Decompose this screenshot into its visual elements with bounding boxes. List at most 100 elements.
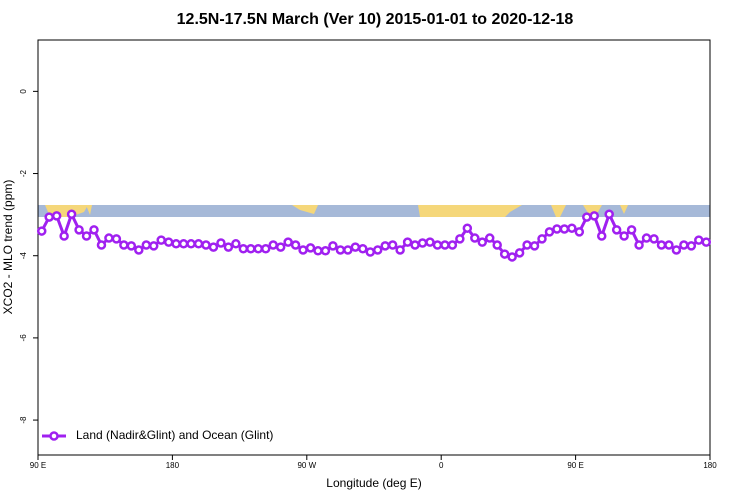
data-point [305, 243, 316, 253]
data-point [358, 243, 368, 254]
y-tick-label: -8 [19, 416, 28, 424]
x-axis-label: Longitude (deg E) [326, 476, 421, 490]
x-tick-label: 180 [166, 461, 180, 470]
data-point [268, 240, 278, 250]
data-point [417, 238, 428, 248]
data-point [477, 237, 488, 247]
data-point [201, 240, 211, 250]
data-point [484, 233, 495, 243]
legend-label: Land (Nadir&Glint) and Ocean (Glint) [76, 428, 273, 442]
data-point [462, 223, 473, 233]
data-point [44, 212, 54, 222]
data-point [223, 242, 234, 252]
data-point [163, 237, 174, 247]
data-point [686, 241, 697, 251]
data-point [701, 237, 712, 247]
data-point [148, 241, 159, 251]
data-point [537, 234, 547, 244]
data-point [119, 240, 129, 250]
data-point [51, 211, 62, 221]
y-tick-label: 0 [19, 89, 28, 94]
legend-marker [49, 431, 59, 441]
data-point [626, 225, 637, 235]
data-point [350, 242, 361, 252]
data-point [253, 243, 264, 254]
data-point [193, 239, 204, 249]
data-point [589, 211, 600, 221]
data-point [649, 234, 659, 244]
data-point [425, 237, 435, 247]
data-point [275, 242, 286, 252]
data-point [410, 240, 420, 250]
data-point [529, 241, 540, 251]
data-point [552, 224, 562, 234]
data-point [522, 240, 532, 250]
data-point [238, 243, 249, 254]
data-point [59, 231, 69, 241]
x-tick-label: 180 [703, 461, 717, 470]
data-point [111, 234, 122, 244]
data-point [470, 233, 480, 243]
data-point [574, 227, 585, 237]
data-point [260, 243, 271, 254]
data-point [671, 245, 682, 255]
data-point [36, 226, 47, 236]
data-point [246, 243, 256, 254]
data-point [171, 239, 181, 249]
map-strip [38, 205, 710, 217]
data-point [96, 240, 107, 250]
data-point [283, 237, 293, 247]
data-point [567, 223, 577, 233]
data-point [335, 245, 346, 255]
data-point [447, 240, 458, 250]
y-axis-label: XCO2 - MLO trend (ppm) [1, 180, 15, 315]
plot-frame [37, 39, 711, 456]
data-point [619, 231, 629, 241]
data-point [582, 212, 592, 222]
data-point [559, 224, 570, 234]
y-tick-label: -4 [19, 252, 28, 260]
data-point [514, 248, 525, 258]
data-point [656, 240, 667, 250]
y-tick-label: -2 [19, 169, 28, 177]
data-point [641, 233, 652, 243]
data-point [290, 240, 301, 250]
data-point [89, 225, 99, 235]
data-point [455, 234, 465, 244]
data-point [328, 241, 338, 251]
data-point [634, 240, 644, 250]
data-point [141, 240, 152, 250]
x-tick-label: 90 E [30, 461, 46, 470]
data-point [679, 240, 689, 250]
data-point [507, 252, 517, 262]
data-point [186, 239, 196, 249]
x-tick-label: 90 W [297, 461, 316, 470]
data-point [104, 233, 114, 243]
data-point [596, 231, 607, 241]
data-point [74, 225, 84, 235]
data-point [134, 245, 144, 255]
data-point [604, 209, 614, 219]
chart-title: 12.5N-17.5N March (Ver 10) 2015-01-01 to… [177, 11, 574, 28]
data-point [313, 246, 323, 256]
data-point [395, 245, 405, 255]
data-point [81, 231, 92, 241]
data-point [178, 239, 189, 249]
data-point [432, 240, 443, 250]
data-point [664, 240, 674, 250]
data-point [372, 245, 383, 255]
data-point [216, 238, 226, 248]
data-point [156, 235, 166, 245]
data-point [66, 209, 77, 219]
data-point [499, 249, 510, 259]
data-point [402, 237, 413, 247]
data-point [611, 225, 622, 235]
data-point [440, 240, 450, 250]
data-point [298, 245, 308, 255]
data-point [694, 235, 704, 245]
data-point [365, 247, 376, 257]
data-point [320, 246, 331, 256]
data-point [126, 241, 137, 251]
data-point [208, 242, 219, 252]
